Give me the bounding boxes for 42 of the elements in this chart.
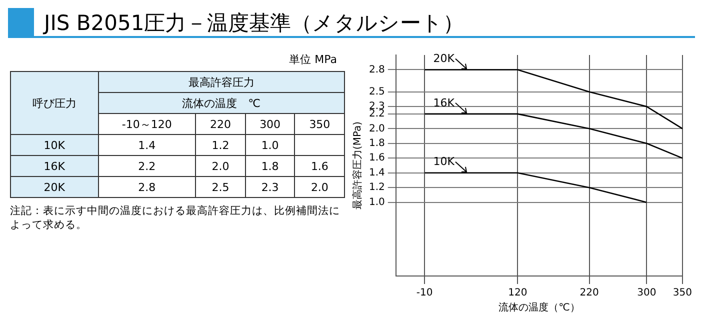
y-tick-label: 1.8 (368, 138, 385, 149)
legend-label: 10K (433, 155, 456, 168)
x-tick-label: 350 (672, 288, 692, 299)
y-tick-label: 2.8 (368, 64, 385, 76)
data-label: 2.5 (196, 176, 246, 198)
y-tick-label: 1.0 (368, 196, 385, 208)
x-tick-label: 120 (508, 288, 528, 299)
text: JIS B2051圧力－温度基準（メタルシート） (8, 8, 695, 38)
data-label: 1.6 (294, 156, 344, 176)
category-label: 220 (196, 114, 246, 134)
category-label: 300 (245, 114, 295, 134)
x-tick-label: 300 (637, 288, 656, 299)
legend-label: 20K (433, 52, 456, 66)
data-label: 1.4 (98, 134, 196, 156)
text: 注記：表に示す中間の温度における最高許容圧力は、比例補間法によって求める。 (10, 204, 340, 232)
text: 単位 MPa (288, 52, 337, 67)
data-label: 2.2 (98, 156, 196, 176)
x-tick-label: 220 (580, 288, 599, 299)
data-label: 1.8 (245, 156, 295, 176)
x-axis-title: 流体の温度（℃） (498, 302, 580, 314)
text: 16K (10, 156, 98, 176)
data-label: 2.0 (196, 156, 246, 176)
text: 20K (10, 176, 98, 198)
y-tick-label: 2.0 (368, 123, 385, 134)
text: 流体の温度 ℃ (98, 92, 344, 114)
x-tick-label: -10 (416, 288, 433, 299)
text: 呼び圧力 (10, 72, 98, 134)
text: 最高許容圧力 (98, 72, 344, 92)
y-tick-label: 1.4 (368, 167, 385, 178)
data-label: 1.0 (245, 134, 295, 156)
legend-label: 16K (433, 96, 456, 110)
category-label: -10～120 (98, 114, 196, 134)
y-tick-label: 2.5 (368, 86, 385, 98)
y-tick-label: 1.2 (368, 182, 385, 194)
data-label: 2.3 (245, 176, 295, 198)
data-label: 2.8 (98, 176, 196, 198)
data-label: 1.2 (196, 134, 246, 156)
data-label: 2.0 (294, 176, 344, 198)
category-label: 350 (294, 114, 344, 134)
text: 10K (10, 134, 98, 156)
y-tick-label: 1.6 (368, 152, 385, 164)
y-axis-title: 最高許容圧力(MPa) (352, 121, 364, 210)
